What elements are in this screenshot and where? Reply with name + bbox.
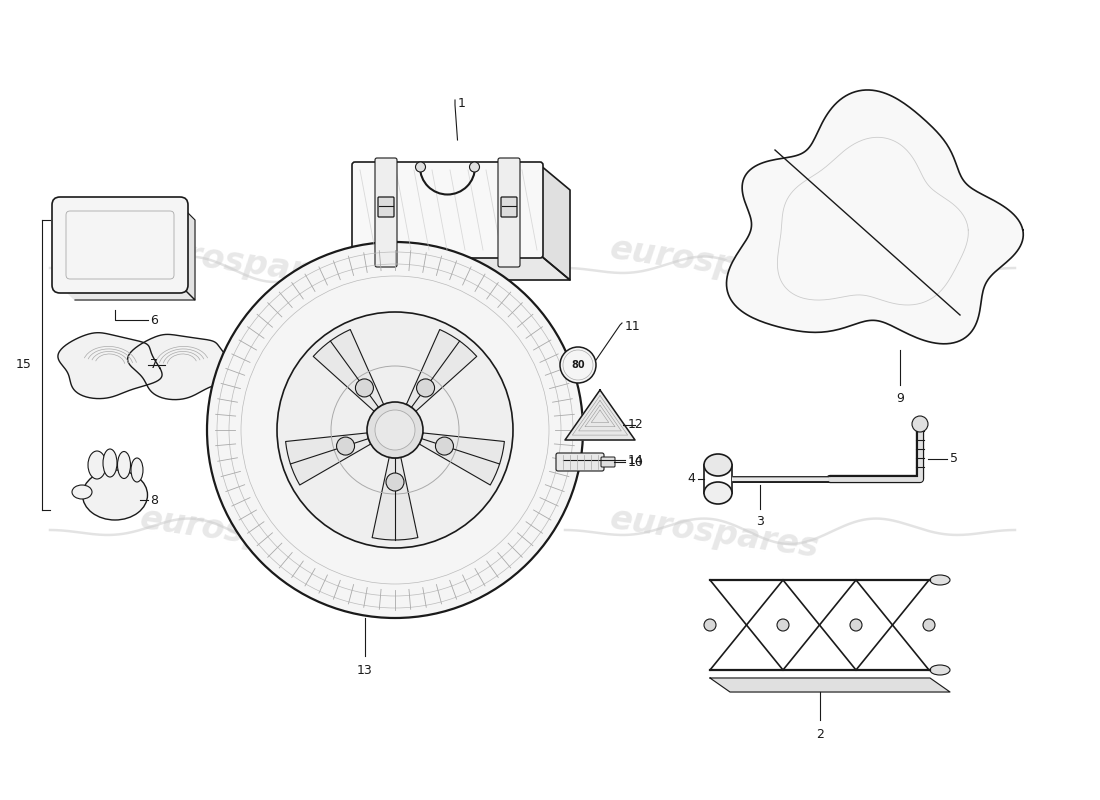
Text: eurospares: eurospares bbox=[608, 502, 822, 564]
Circle shape bbox=[470, 162, 480, 172]
Text: 1: 1 bbox=[458, 97, 466, 110]
Text: eurospares: eurospares bbox=[608, 232, 822, 294]
Circle shape bbox=[777, 619, 789, 631]
Circle shape bbox=[386, 473, 404, 491]
Text: 2: 2 bbox=[816, 728, 824, 741]
Ellipse shape bbox=[82, 470, 147, 520]
Text: 12: 12 bbox=[628, 418, 643, 431]
Circle shape bbox=[417, 379, 434, 397]
Polygon shape bbox=[540, 165, 570, 280]
Ellipse shape bbox=[930, 665, 950, 675]
Polygon shape bbox=[286, 433, 371, 485]
Ellipse shape bbox=[704, 454, 732, 476]
Text: 14: 14 bbox=[628, 454, 643, 466]
Text: 7: 7 bbox=[150, 358, 158, 371]
Polygon shape bbox=[406, 330, 476, 411]
FancyBboxPatch shape bbox=[375, 158, 397, 267]
FancyBboxPatch shape bbox=[498, 158, 520, 267]
FancyBboxPatch shape bbox=[378, 197, 394, 217]
Text: 11: 11 bbox=[625, 320, 640, 333]
Circle shape bbox=[207, 242, 583, 618]
Circle shape bbox=[850, 619, 862, 631]
Ellipse shape bbox=[72, 485, 92, 499]
Polygon shape bbox=[419, 433, 505, 485]
Ellipse shape bbox=[704, 482, 732, 504]
Ellipse shape bbox=[930, 575, 950, 585]
Text: 5: 5 bbox=[950, 453, 958, 466]
Circle shape bbox=[355, 379, 373, 397]
Polygon shape bbox=[726, 90, 1023, 344]
FancyBboxPatch shape bbox=[601, 457, 615, 467]
Polygon shape bbox=[60, 285, 195, 300]
Circle shape bbox=[704, 619, 716, 631]
FancyBboxPatch shape bbox=[52, 197, 188, 293]
Circle shape bbox=[912, 416, 928, 432]
Text: 4: 4 bbox=[688, 473, 695, 486]
Ellipse shape bbox=[88, 451, 106, 479]
FancyBboxPatch shape bbox=[556, 453, 604, 471]
Text: 15: 15 bbox=[16, 358, 32, 371]
Text: 8: 8 bbox=[150, 494, 158, 506]
Text: eurospares: eurospares bbox=[139, 502, 352, 564]
FancyBboxPatch shape bbox=[352, 162, 543, 258]
Circle shape bbox=[337, 437, 354, 455]
Circle shape bbox=[416, 162, 426, 172]
Polygon shape bbox=[372, 458, 418, 540]
Polygon shape bbox=[355, 255, 570, 280]
Circle shape bbox=[375, 410, 415, 450]
Text: 80: 80 bbox=[571, 360, 585, 370]
Ellipse shape bbox=[103, 449, 117, 477]
Polygon shape bbox=[128, 334, 236, 400]
Text: 6: 6 bbox=[150, 314, 158, 326]
Circle shape bbox=[560, 347, 596, 383]
Text: eurospares: eurospares bbox=[139, 232, 352, 294]
Ellipse shape bbox=[118, 451, 131, 478]
Text: 13: 13 bbox=[358, 664, 373, 677]
Ellipse shape bbox=[131, 458, 143, 482]
Circle shape bbox=[923, 619, 935, 631]
Polygon shape bbox=[180, 205, 195, 300]
Polygon shape bbox=[314, 330, 384, 411]
Circle shape bbox=[277, 312, 513, 548]
FancyBboxPatch shape bbox=[500, 197, 517, 217]
Polygon shape bbox=[565, 390, 635, 440]
Circle shape bbox=[436, 437, 453, 455]
Polygon shape bbox=[710, 678, 950, 692]
Circle shape bbox=[367, 402, 424, 458]
Text: 9: 9 bbox=[896, 392, 904, 405]
Text: 3: 3 bbox=[756, 515, 763, 528]
Text: 10: 10 bbox=[628, 455, 643, 469]
Polygon shape bbox=[58, 333, 162, 398]
